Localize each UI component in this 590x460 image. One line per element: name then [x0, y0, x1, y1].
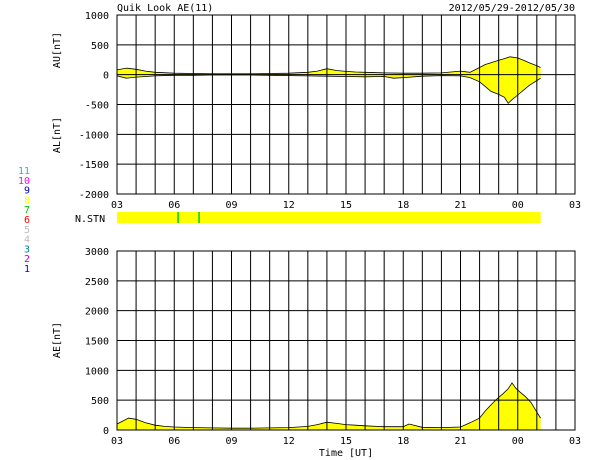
station-number-9: 9	[24, 186, 30, 197]
panel2-frame	[116, 250, 576, 431]
panel1-xtick-label: 03	[569, 200, 581, 211]
panel1-ytick-label: 0	[103, 71, 109, 82]
panel2-ytick-label: 3000	[85, 247, 109, 258]
panel2-ytick-label: 2000	[85, 307, 109, 318]
station-number-4: 4	[24, 235, 30, 246]
station-bar-label: N.STN	[75, 214, 105, 225]
panel1-ytick-label: -1000	[79, 130, 109, 141]
station-number-8: 8	[24, 195, 30, 206]
date-range: 2012/05/29-2012/05/30	[449, 3, 575, 14]
panel1-frame	[116, 14, 576, 195]
panel2-ytick-label: 1500	[85, 337, 109, 348]
panel1-ytick-label: 1000	[85, 11, 109, 22]
au-axis-label: AU[nT]	[52, 32, 63, 68]
panel2-xtick-label: 03	[569, 436, 581, 447]
panel1-xtick-label: 00	[512, 200, 524, 211]
station-number-6: 6	[24, 215, 30, 226]
station-number-11: 11	[18, 166, 30, 177]
panel1-xtick-label: 21	[454, 200, 466, 211]
panel2-xtick-label: 00	[512, 436, 524, 447]
station-number-2: 2	[24, 254, 30, 265]
panel2-xtick-label: 06	[168, 436, 180, 447]
panel2-ytick-label: 0	[103, 426, 109, 437]
panel1-xtick-label: 12	[283, 200, 295, 211]
station-count-bar	[117, 212, 541, 223]
ae-line	[116, 382, 541, 429]
panel2-xtick-label: 21	[454, 436, 466, 447]
al-axis-label: AL[nT]	[52, 117, 63, 153]
station-number-3: 3	[24, 244, 30, 255]
x-axis-label: Time [UT]	[319, 448, 373, 459]
station-number-5: 5	[24, 225, 30, 236]
panel1-xtick-label: 09	[225, 200, 237, 211]
ae-axis-label: AE[nT]	[52, 322, 63, 358]
panel1-ytick-label: -2000	[79, 190, 109, 201]
au-line	[116, 56, 541, 75]
panel2-ytick-label: 1000	[85, 366, 109, 377]
station-number-10: 10	[18, 176, 30, 187]
panel1-xtick-label: 03	[111, 200, 123, 211]
panel2-xtick-label: 18	[397, 436, 409, 447]
panel1-ytick-label: 500	[91, 41, 109, 52]
station-number-7: 7	[24, 205, 30, 216]
panel1-ytick-label: -500	[85, 101, 109, 112]
panel2-xtick-label: 09	[225, 436, 237, 447]
station-bar-panel	[117, 212, 541, 223]
panel1-xtick-label: 15	[340, 200, 352, 211]
chart-title: Quik Look AE(11)	[117, 3, 213, 14]
panel2-xtick-label: 15	[340, 436, 352, 447]
panel1-ytick-label: -1500	[79, 160, 109, 171]
station-number-1: 1	[24, 264, 30, 275]
panel1-xtick-label: 06	[168, 200, 180, 211]
panel1-xtick-label: 18	[397, 200, 409, 211]
panel2-ytick-label: 2500	[85, 277, 109, 288]
panel2-xtick-label: 03	[111, 436, 123, 447]
panel2-ytick-label: 500	[91, 396, 109, 407]
panel2-xtick-label: 12	[283, 436, 295, 447]
al-line	[116, 74, 541, 104]
